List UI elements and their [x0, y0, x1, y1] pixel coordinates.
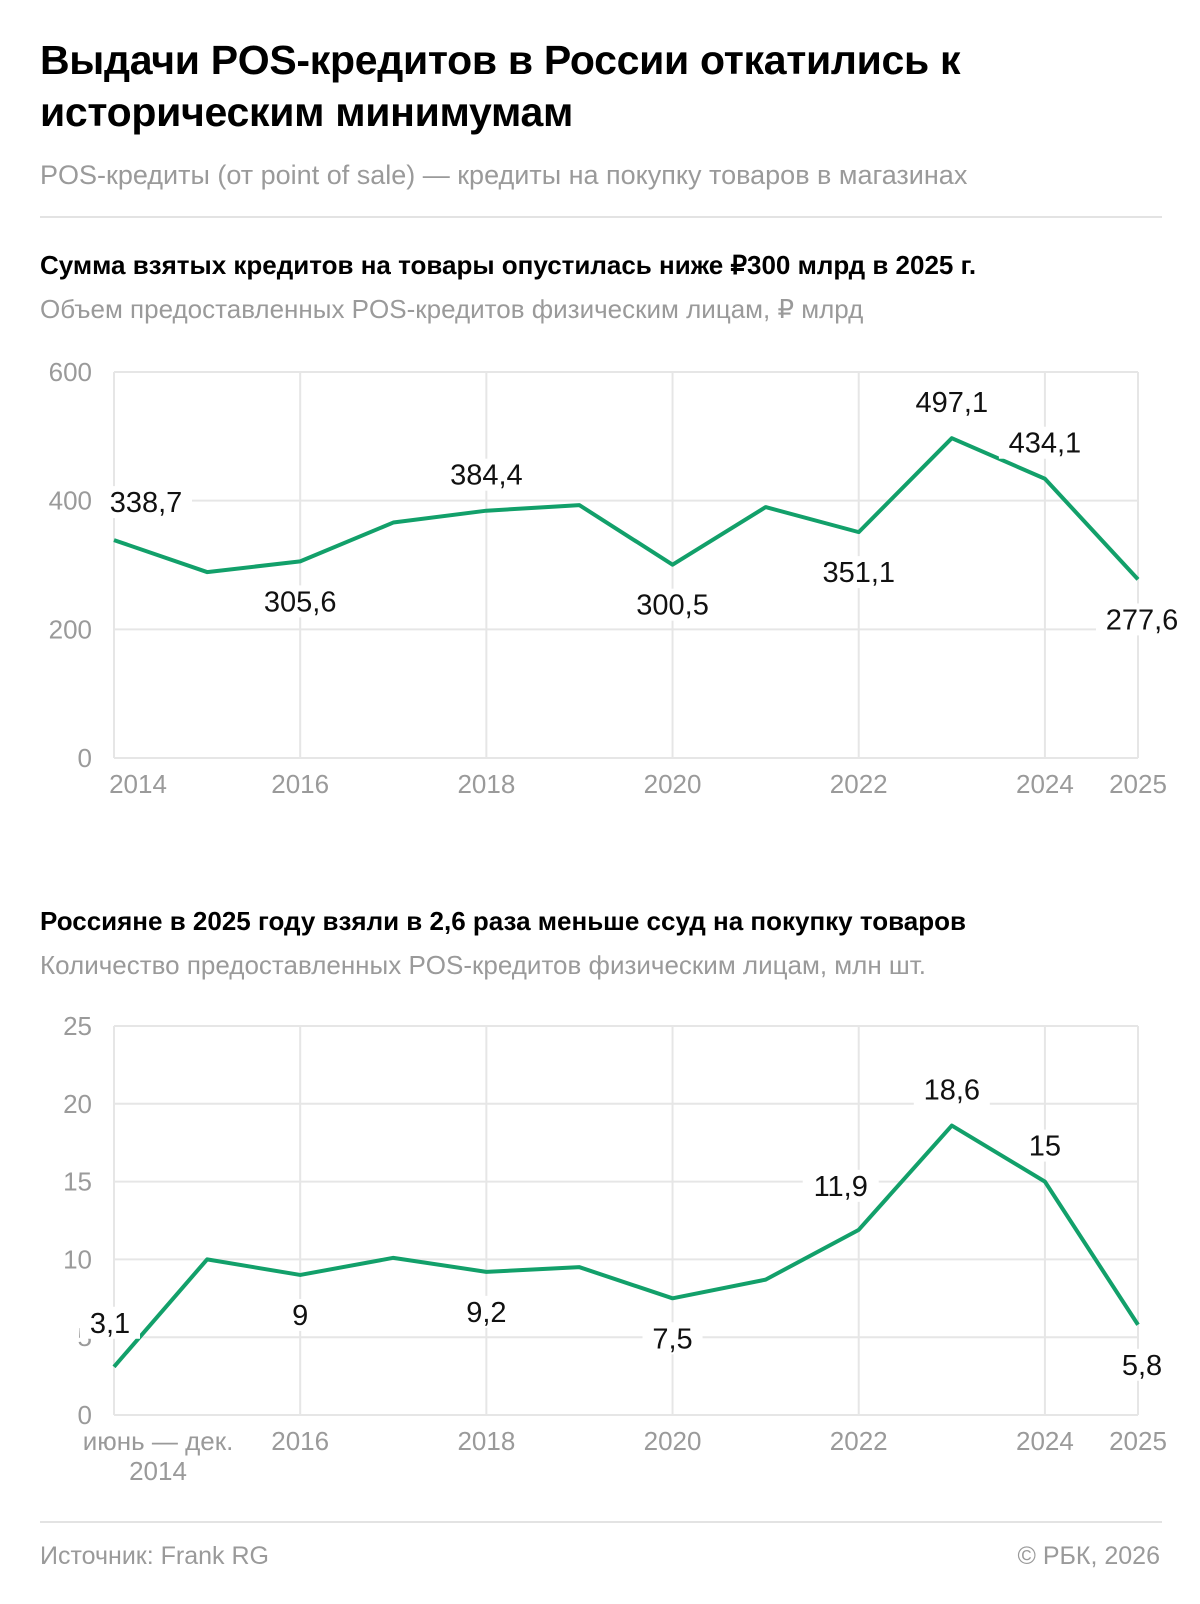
x-tick-label: 2014: [129, 1456, 187, 1486]
data-label-background: [998, 426, 1091, 459]
data-label-background: [1022, 1129, 1067, 1162]
x-tick-label: 2025: [1109, 769, 1167, 799]
data-label-background: [812, 556, 905, 589]
chart-1-subtitle: Объем предоставленных POS-кредитов физич…: [40, 294, 864, 324]
data-label: 434,1: [1009, 428, 1082, 460]
data-label-background: [286, 1298, 315, 1331]
y-tick-label: 600: [49, 357, 92, 387]
data-label-background: [456, 1295, 517, 1328]
x-tick-label: 2024: [1016, 769, 1074, 799]
x-tick-label: 2020: [644, 1426, 702, 1456]
data-label: 384,4: [450, 460, 523, 492]
copyright-text: © РБК, 2026: [1017, 1542, 1160, 1570]
x-tick-label: 2018: [457, 769, 515, 799]
data-label: 18,6: [924, 1075, 980, 1107]
y-tick-label: 0: [78, 743, 92, 773]
x-tick-label: 2016: [271, 769, 329, 799]
data-label-background: [100, 486, 192, 519]
source-text: Источник: Frank RG: [40, 1542, 269, 1570]
y-tick-label: 200: [49, 614, 92, 644]
x-tick-label: 2018: [457, 1426, 515, 1456]
data-label: 9,2: [466, 1297, 506, 1329]
chart-2-title: Россияне в 2025 году взяли в 2,6 раза ме…: [40, 906, 966, 936]
chart-1-title: Сумма взятых кредитов на товары опустила…: [40, 250, 977, 280]
data-label: 11,9: [814, 1171, 868, 1203]
page-title: Выдачи POS-кредитов в России откатились …: [40, 37, 961, 135]
y-tick-label: 20: [63, 1089, 92, 1119]
x-tick-label: 2024: [1016, 1426, 1074, 1456]
y-tick-label: 0: [78, 1400, 92, 1430]
data-label: 300,5: [636, 590, 709, 622]
y-tick-label: 15: [63, 1167, 92, 1197]
data-label-background: [913, 1073, 990, 1106]
x-tick-label: 2014: [109, 769, 167, 799]
data-label-background: [802, 1169, 879, 1202]
data-label-background: [254, 585, 347, 618]
data-label-background: [626, 588, 719, 621]
footer-divider: [40, 1521, 1162, 1523]
data-label: 7,5: [652, 1323, 692, 1355]
page-subtitle: POS-кредиты (от point of sale) — кредиты…: [40, 160, 968, 190]
x-tick-label: 2020: [644, 769, 702, 799]
chart-1-plot: 0 200 400 600 2014 2016 2018 2020 2022 2024 2025 33…: [49, 357, 1188, 799]
data-label: 338,7: [110, 487, 183, 519]
x-tick-label: июнь — дек.: [83, 1426, 234, 1456]
data-label-background: [905, 386, 998, 419]
divider: [40, 216, 1162, 218]
y-tick-label: 25: [63, 1011, 92, 1041]
x-tick-label: 2022: [830, 769, 888, 799]
y-tick-label: 400: [49, 486, 92, 516]
data-label-background: [440, 458, 533, 491]
data-label: 305,6: [264, 586, 337, 618]
data-label: 9: [292, 1300, 308, 1332]
data-label-background: [642, 1322, 703, 1355]
data-label-background: [1096, 603, 1188, 636]
data-label: 277,6: [1106, 604, 1179, 636]
series-line: [113, 436, 1140, 581]
chart-2-subtitle: Количество предоставленных POS-кредитов …: [40, 950, 927, 980]
series-line: [112, 1123, 1140, 1369]
x-tick-label: 2025: [1109, 1426, 1167, 1456]
data-label: 5,8: [1122, 1350, 1162, 1382]
x-tick-label: 2016: [271, 1426, 329, 1456]
x-tick-label: 2022: [830, 1426, 888, 1456]
data-label: 3,1: [90, 1308, 130, 1340]
data-label-background: [80, 1306, 140, 1339]
data-label: 351,1: [822, 557, 895, 589]
data-label-background: [1112, 1348, 1172, 1381]
data-label: 15: [1029, 1131, 1061, 1163]
y-tick-label: 10: [63, 1244, 92, 1274]
chart-2-plot: 0510152025июнь — дек.2014201620182020202…: [63, 1011, 1172, 1486]
data-label: 497,1: [916, 387, 989, 419]
